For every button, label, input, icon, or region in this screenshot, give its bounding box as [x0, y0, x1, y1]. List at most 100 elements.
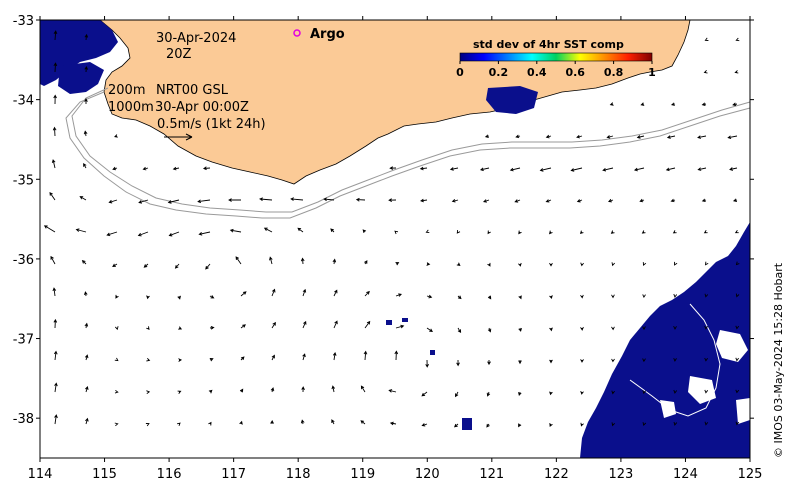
current-arrow: [50, 255, 56, 265]
x-tick-label: 117: [221, 467, 246, 482]
current-arrow: [330, 228, 335, 233]
current-arrow: [665, 167, 676, 172]
y-tick-label: -35: [13, 173, 34, 188]
current-arrow: [735, 293, 740, 298]
current-arrow: [549, 423, 553, 427]
current-arrow: [146, 295, 150, 300]
current-arrow: [673, 421, 678, 426]
current-arrow: [49, 191, 56, 201]
current-arrow: [75, 228, 87, 233]
current-arrow: [209, 325, 215, 330]
current-arrow: [735, 37, 740, 42]
x-tick-label: 119: [350, 467, 375, 482]
current-arrow: [229, 228, 242, 233]
current-arrow: [580, 294, 584, 299]
current-arrow: [455, 391, 459, 398]
x-tick-label: 122: [544, 467, 569, 482]
current-arrow: [108, 199, 118, 204]
current-arrow: [239, 420, 243, 425]
current-arrow: [482, 199, 490, 203]
current-arrow: [208, 389, 213, 394]
current-arrow: [84, 33, 89, 41]
current-arrow: [388, 389, 397, 393]
current-arrow: [666, 135, 676, 139]
x-tick-label: 114: [28, 467, 53, 482]
x-axis: 114 115 116 117 118 119 120 121 122 123 124 125: [28, 16, 762, 482]
current-arrow: [205, 263, 211, 270]
current-arrow: [271, 288, 276, 297]
current-arrow: [83, 130, 88, 137]
current-arrow: [178, 326, 183, 330]
current-arrow: [518, 391, 522, 397]
current-arrow: [106, 231, 118, 237]
analysis-time-label: 30-Apr 00:00Z: [155, 100, 249, 115]
current-arrow: [362, 229, 367, 234]
current-arrow: [641, 230, 646, 234]
current-arrow: [735, 357, 739, 362]
current-arrow: [114, 389, 119, 394]
current-arrow: [611, 422, 616, 427]
current-arrow: [360, 385, 366, 393]
x-tick-label: 121: [479, 467, 504, 482]
current-arrow: [479, 167, 490, 172]
current-arrow: [52, 126, 57, 137]
scale-label: 0.5m/s (1kt 24h): [157, 117, 266, 132]
current-arrow: [735, 325, 740, 330]
current-arrow: [81, 259, 87, 265]
current-arrow: [580, 326, 584, 331]
current-arrow: [364, 320, 371, 329]
current-arrow: [606, 135, 614, 139]
current-arrow: [729, 167, 738, 171]
current-arrow: [115, 294, 119, 299]
current-arrow: [673, 358, 677, 362]
current-arrow: [451, 198, 459, 203]
y-axis: -33 -34 -35 -36 -37 -38: [13, 14, 754, 427]
current-arrow: [704, 421, 709, 426]
current-arrow: [701, 102, 707, 107]
current-arrow: [732, 198, 738, 202]
current-arrow: [487, 262, 491, 267]
current-arrow: [610, 230, 615, 234]
current-arrow: [425, 229, 430, 234]
current-arrow: [332, 351, 337, 361]
current-arrow: [633, 167, 645, 172]
current-arrow: [642, 422, 647, 427]
current-arrow: [580, 262, 584, 267]
current-arrow: [727, 135, 738, 140]
x-tick-label: 118: [286, 467, 311, 482]
current-arrow: [270, 419, 274, 425]
current-arrow: [263, 227, 273, 233]
current-arrow: [425, 359, 429, 368]
current-arrow: [735, 389, 740, 394]
current-arrow: [198, 231, 211, 236]
credit-label: © IMOS 03-May-2024 15:28 Hobart: [772, 262, 785, 458]
y-tick-label: -37: [13, 333, 34, 348]
current-arrow: [518, 262, 522, 267]
current-arrow: [484, 134, 490, 139]
colorbar-tick-label: 0.4: [527, 66, 547, 79]
current-arrow: [549, 359, 553, 364]
current-arrow: [642, 294, 646, 299]
current-arrow: [146, 326, 150, 331]
current-arrow: [670, 198, 676, 203]
current-arrow: [331, 385, 336, 393]
colorbar: [459, 52, 653, 62]
current-arrow: [43, 225, 56, 233]
current-arrow: [54, 382, 58, 393]
current-arrow: [112, 263, 118, 268]
colorbar-title: std dev of 4hr SST comp: [473, 38, 624, 51]
current-arrow: [209, 358, 214, 362]
current-arrow: [580, 390, 584, 395]
y-tick-label: -36: [13, 253, 34, 268]
current-arrow: [137, 231, 149, 237]
current-arrow: [518, 360, 522, 365]
current-arrow: [609, 102, 614, 106]
current-arrow: [732, 102, 738, 107]
y-tick-label: -38: [13, 412, 34, 427]
current-arrow: [202, 166, 211, 171]
current-arrow: [642, 326, 646, 331]
current-arrow: [394, 230, 399, 235]
current-arrow: [364, 260, 368, 265]
current-arrow: [602, 167, 614, 172]
current-arrow: [235, 256, 242, 265]
